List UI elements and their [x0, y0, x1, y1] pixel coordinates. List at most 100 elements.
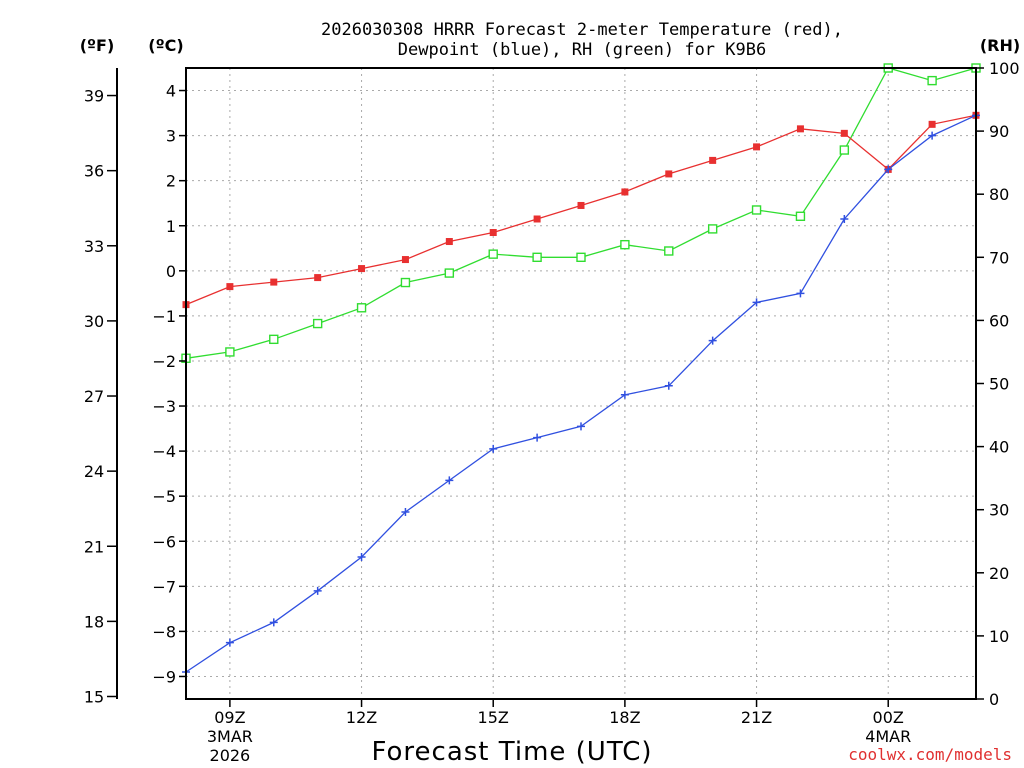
- plot-frame: [185, 67, 977, 700]
- celsius-tick-label: −1: [152, 307, 176, 326]
- rh-tick-label: 20: [989, 564, 1009, 583]
- rh-tick-label: 50: [989, 375, 1009, 394]
- dewpoint-point: [840, 214, 849, 223]
- dewpoint-point: [884, 165, 893, 174]
- temperature-point: [401, 256, 409, 264]
- relative-humidity-line: [185, 67, 977, 359]
- time-tick-label: 09Z: [214, 708, 245, 727]
- relative-humidity-point: [356, 303, 367, 313]
- relative-humidity-point: [225, 347, 235, 357]
- fahrenheit-axis: 39 36 33 30 27 24 21 18 15: [84, 87, 117, 706]
- chart-title-line1: 2026030308 HRRR Forecast 2-meter Tempera…: [321, 20, 843, 40]
- dewpoint-point: [533, 433, 542, 442]
- celsius-tick-label: 1: [166, 217, 176, 236]
- gridlines: [186, 68, 976, 699]
- rh-tick-label: 80: [989, 185, 1009, 204]
- rh-tick-label: 10: [989, 627, 1009, 646]
- relative-humidity-point: [444, 268, 455, 278]
- time-tick-label: 15Z: [478, 708, 509, 727]
- rh-tick-label: 0: [989, 690, 999, 709]
- credit-text: coolwx.com/models: [848, 745, 1012, 764]
- time-tick-label: 00Z: [873, 708, 904, 727]
- fahrenheit-tick-label: 39: [84, 87, 104, 106]
- rh-tick-label: 60: [989, 311, 1009, 330]
- celsius-tick-label: 0: [166, 262, 176, 281]
- fahrenheit-tick-label: 36: [84, 162, 104, 181]
- relative-humidity-point: [751, 205, 762, 215]
- dewpoint-point: [357, 553, 366, 562]
- dewpoint-point: [752, 298, 761, 307]
- celsius-tick-label: −7: [152, 577, 176, 596]
- dewpoint-point: [620, 390, 629, 399]
- x-axis-label: Forecast Time (UTC): [371, 737, 652, 767]
- rh-tick-label: 30: [989, 501, 1009, 520]
- fahrenheit-tick-label: 27: [84, 387, 104, 406]
- temperature-point: [226, 283, 234, 291]
- fahrenheit-tick-label: 18: [84, 612, 104, 631]
- celsius-tick-label: 3: [166, 127, 176, 146]
- series-layer: [181, 63, 981, 676]
- temperature-point: [621, 188, 629, 196]
- rh-tick-label: 100: [989, 59, 1020, 78]
- dewpoint-point: [401, 507, 410, 516]
- year-tick-label: 2026: [210, 746, 251, 765]
- time-tick-label: 18Z: [609, 708, 640, 727]
- temperature-line: [185, 114, 977, 306]
- rh-tick-label: 90: [989, 122, 1009, 141]
- celsius-tick-label: −3: [152, 397, 176, 416]
- time-tick-label: 21Z: [741, 708, 772, 727]
- temperature-point: [665, 170, 673, 178]
- rh-unit-label: (RH): [980, 36, 1020, 55]
- dewpoint-point: [445, 476, 454, 485]
- celsius-tick-label: −4: [152, 442, 176, 461]
- fahrenheit-tick-label: 33: [84, 237, 104, 256]
- relative-humidity-point: [400, 277, 411, 288]
- celsius-tick-label: −9: [152, 667, 176, 686]
- fahrenheit-tick-label: 30: [84, 312, 104, 331]
- dewpoint-point: [313, 586, 322, 595]
- rh-tick-label: 70: [989, 248, 1009, 267]
- relative-humidity-point: [664, 246, 674, 256]
- date-tick-label: 3MAR: [207, 727, 253, 746]
- relative-humidity-point: [839, 145, 850, 155]
- temperature-point: [928, 120, 936, 128]
- time-tick-label: 12Z: [346, 708, 377, 727]
- relative-humidity-point: [488, 249, 498, 259]
- relative-humidity-point: [707, 224, 718, 234]
- dewpoint-point: [269, 618, 278, 627]
- relative-humidity-point: [927, 75, 937, 86]
- temperature-point: [709, 156, 717, 164]
- date-tick-label: 4MAR: [865, 727, 911, 746]
- dewpoint-point: [928, 131, 937, 140]
- fahrenheit-tick-label: 24: [84, 462, 104, 481]
- dewpoint-point: [225, 638, 234, 647]
- temperature-point: [796, 125, 804, 133]
- dewpoint-point: [796, 289, 805, 298]
- temperature-point: [489, 229, 497, 237]
- celsius-tick-label: 2: [166, 172, 176, 191]
- dewpoint-line: [185, 114, 977, 673]
- temperature-point: [270, 278, 278, 286]
- celsius-tick-label: −5: [152, 487, 176, 506]
- temperature-point: [358, 265, 366, 273]
- dewpoint-point: [577, 422, 585, 431]
- temperature-point: [314, 274, 322, 282]
- celsius-tick-label: −2: [152, 352, 176, 371]
- relative-humidity-point: [532, 252, 542, 263]
- temperature-point: [533, 215, 541, 223]
- relative-humidity-point: [620, 239, 630, 250]
- temperature-point: [445, 238, 453, 246]
- celsius-tick-label: 4: [166, 82, 176, 101]
- chart-title-line2: Dewpoint (blue), RH (green) for K9B6: [398, 40, 766, 60]
- celsius-tick-label: −8: [152, 622, 176, 641]
- relative-humidity-point: [795, 211, 806, 221]
- dewpoint-point: [708, 336, 717, 345]
- fahrenheit-tick-label: 15: [84, 687, 104, 706]
- relative-humidity-point: [576, 252, 586, 263]
- temperature-point: [753, 143, 761, 151]
- dewpoint-point: [489, 444, 498, 453]
- fahrenheit-unit-label: (ºF): [80, 36, 115, 55]
